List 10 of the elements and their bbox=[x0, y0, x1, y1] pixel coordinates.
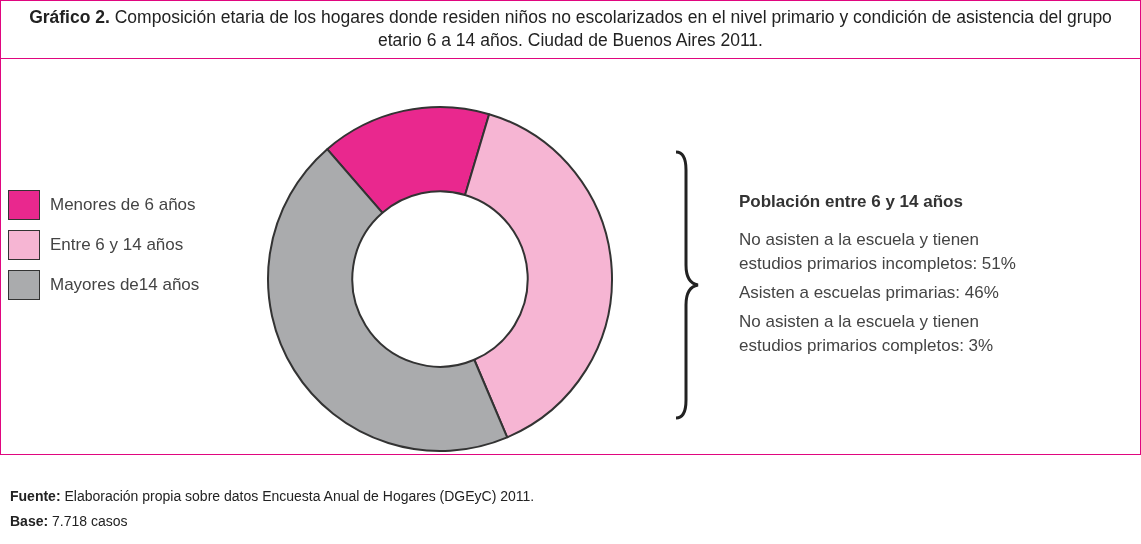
legend-label: Mayores de14 años bbox=[50, 274, 200, 295]
legend-label: Entre 6 y 14 años bbox=[50, 234, 184, 255]
text: No asisten a la escuela y tienen estudios primarios completos: 3% bbox=[739, 311, 995, 357]
text: Asisten a escuelas primarias: 46% bbox=[739, 282, 1000, 304]
chart-title: Gráfico 2. Composición etaria de los hogares donde residen niños no escolarizados en el nivel primario y condición de asistencia del grupo etario 6 a 14 años. Ciudad de Buenos Aires 2011. bbox=[28, 6, 1113, 52]
source-note: Fuente: Elaboración propia sobre datos Encuesta Anual de Hogares (DGEyC) 2011. bbox=[10, 487, 535, 505]
legend-label: Menores de 6 años bbox=[50, 194, 196, 215]
text: Base: 7.718 casos bbox=[10, 512, 129, 530]
text: Población entre 6 y 14 años bbox=[739, 191, 964, 213]
text: No asisten a la escuela y tienen estudios primarios incompletos: 51% bbox=[739, 229, 1017, 275]
